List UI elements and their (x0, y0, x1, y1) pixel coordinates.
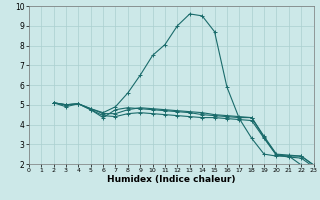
X-axis label: Humidex (Indice chaleur): Humidex (Indice chaleur) (107, 175, 236, 184)
